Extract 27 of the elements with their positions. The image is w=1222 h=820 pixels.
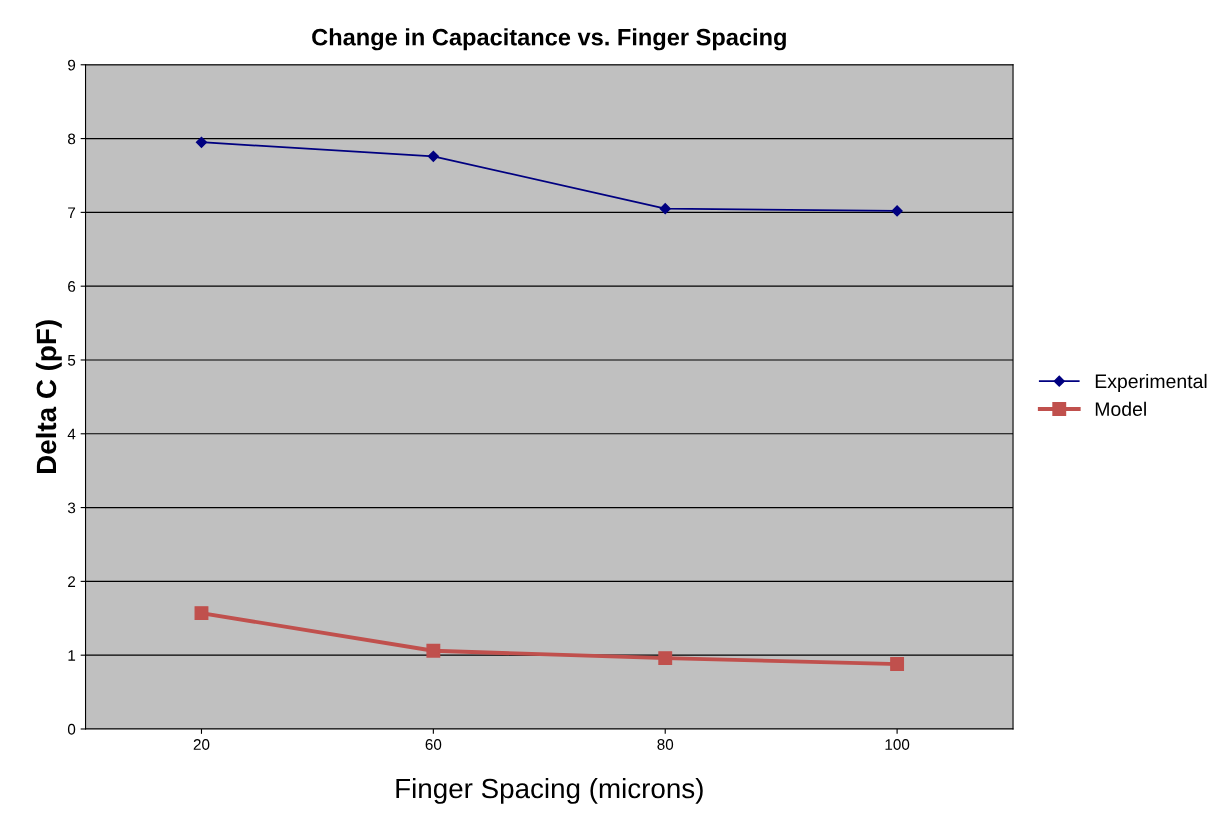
y-tick-label: 2 <box>68 576 76 587</box>
point <box>890 657 905 671</box>
y-tick-label: 0 <box>67 723 76 735</box>
point <box>427 150 439 162</box>
x-tick-label: 80 <box>657 739 674 750</box>
legend-label: Model <box>1095 401 1146 417</box>
y-tick-label: 8 <box>67 133 76 145</box>
x-axis-title: Finger Spacing (microns) <box>396 777 703 804</box>
point <box>194 606 209 621</box>
y-axis-title: Delta C (pF) <box>35 320 62 473</box>
y-tick-label: 4 <box>67 428 76 440</box>
x-tick-label: 100 <box>885 739 910 750</box>
chart-title: Change in Capacitance vs. Finger Spacing <box>312 28 786 51</box>
point <box>195 136 208 148</box>
legend-label: Experimental <box>1095 373 1207 393</box>
y-tick-label: 6 <box>68 281 76 292</box>
point <box>426 643 441 658</box>
point <box>891 205 903 217</box>
y-tick-label: 5 <box>67 355 76 366</box>
y-tick-label: 3 <box>67 502 76 514</box>
x-tick-label: 20 <box>193 739 210 750</box>
y-tick-label: 1 <box>68 650 76 661</box>
point <box>659 203 671 215</box>
y-tick-label: 9 <box>68 59 76 71</box>
x-tick-label: 60 <box>425 739 442 750</box>
y-tick-label: 7 <box>68 207 76 218</box>
point <box>658 651 673 666</box>
